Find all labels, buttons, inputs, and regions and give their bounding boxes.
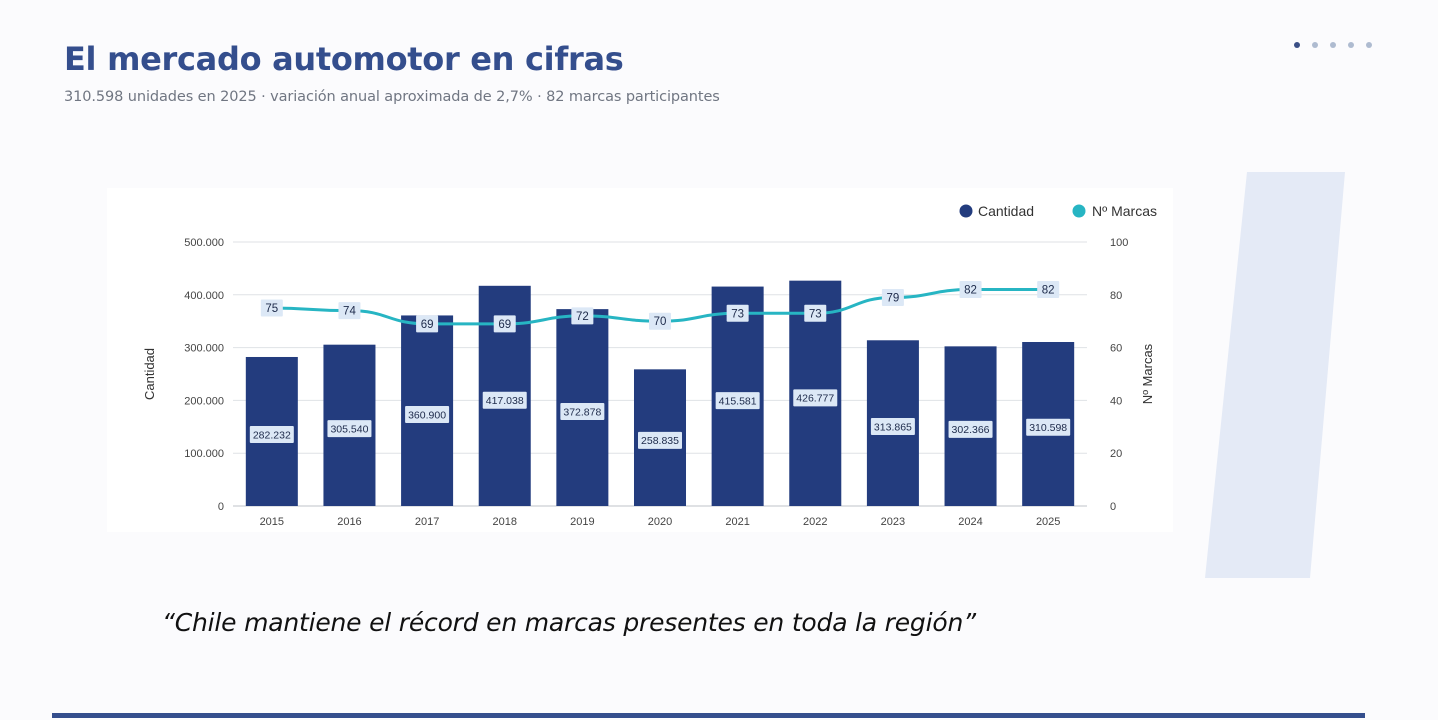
line-value-label-bg: [571, 307, 594, 325]
line-value-label: 75: [265, 303, 278, 315]
y2-tick-label: 60: [1110, 343, 1122, 355]
legend-label-cantidad: Cantidad: [978, 203, 1034, 219]
y2-tick-label: 40: [1110, 395, 1122, 407]
line-value-label-bg: [726, 304, 749, 322]
y-tick-label: 200.000: [184, 395, 224, 407]
bar-value-label: 417.038: [486, 395, 524, 407]
slide-subtitle: 310.598 unidades en 2025 · variación anu…: [64, 89, 720, 105]
line-value-label: 73: [731, 308, 744, 320]
x-tick-label: 2023: [881, 516, 905, 528]
x-tick-label: 2020: [648, 516, 672, 528]
line-value-label: 79: [887, 292, 900, 304]
y-axis-title: Cantidad: [142, 348, 157, 400]
pager-dot[interactable]: [1312, 42, 1318, 48]
chart-card: 0 100.000 200.000 300.000 400.000 500.000 0 20 4…: [107, 188, 1173, 532]
bar-value-label-bg: [638, 431, 682, 449]
bar-value-label: 415.581: [719, 395, 757, 407]
y-tick-label: 400.000: [184, 290, 224, 302]
bar-value-label-bg: [793, 389, 838, 407]
line-value-label-bg: [804, 304, 827, 322]
line-value-label-bg: [260, 299, 283, 317]
x-tick-label: 2018: [492, 516, 516, 528]
bar-value-label-bg: [249, 425, 294, 443]
y2-tick-label: 20: [1110, 448, 1122, 460]
x-tick-label: 2016: [337, 516, 361, 528]
line-value-label: 69: [498, 319, 511, 331]
line-value-label-bg: [959, 281, 982, 299]
bar-value-label: 305.540: [330, 423, 368, 435]
bar-value-label: 426.777: [796, 393, 834, 405]
combo-chart: 0 100.000 200.000 300.000 400.000 500.000 0 20 4…: [142, 203, 1157, 528]
line-value-label-bg: [881, 288, 904, 306]
line-value-label-bg: [1037, 281, 1060, 299]
line-value-label: 72: [576, 311, 589, 323]
pager-dot[interactable]: [1330, 42, 1336, 48]
bar-value-label: 282.232: [253, 429, 291, 441]
quote-text: “Chile mantiene el récord en marcas pres…: [162, 608, 976, 637]
y2-tick-label: 0: [1110, 501, 1116, 513]
bar-value-label: 313.865: [874, 421, 912, 433]
x-tick-label: 2025: [1036, 516, 1060, 528]
x-tick-label: 2019: [570, 516, 594, 528]
line-value-label: 69: [421, 319, 434, 331]
line-value-label: 82: [964, 285, 977, 297]
bar-value-label: 360.900: [408, 409, 446, 421]
y-tick-label: 500.000: [184, 237, 224, 249]
x-tick-label: 2017: [415, 516, 439, 528]
bottom-accent-line: [52, 713, 1365, 718]
bar-value-label-bg: [560, 402, 605, 420]
bar-value-label-bg: [1026, 418, 1071, 436]
pager-dot[interactable]: [1366, 42, 1372, 48]
line-value-label: 82: [1042, 285, 1055, 297]
legend-marker-cantidad: [959, 204, 973, 218]
y2-tick-label: 100: [1110, 237, 1128, 249]
bar-value-label: 258.835: [641, 435, 679, 447]
y-tick-label: 0: [218, 501, 224, 513]
bar-value-label-bg: [405, 406, 450, 424]
line-value-label: 73: [809, 308, 822, 320]
line-value-label: 74: [343, 306, 356, 318]
y-tick-label: 100.000: [184, 448, 224, 460]
bar-value-label-bg: [870, 417, 915, 435]
y2-axis-title: Nº Marcas: [1140, 343, 1155, 404]
line-value-label-bg: [649, 312, 671, 330]
bar-value-label-bg: [327, 420, 372, 438]
pager-dot[interactable]: [1348, 42, 1354, 48]
decorative-slash-shape: [1205, 172, 1345, 578]
line-value-label-bg: [416, 315, 439, 333]
legend-marker-marcas: [1072, 204, 1086, 218]
bar-value-label-bg: [948, 420, 993, 438]
pager-dot[interactable]: [1294, 42, 1300, 48]
legend-label-marcas: Nº Marcas: [1092, 203, 1157, 219]
line-value-label-bg: [338, 302, 361, 320]
bar-value-label: 302.366: [952, 424, 990, 436]
y2-tick-label: 80: [1110, 290, 1122, 302]
slide-title: El mercado automotor en cifras: [64, 40, 624, 78]
x-tick-label: 2021: [725, 516, 749, 528]
line-value-label: 70: [654, 316, 667, 328]
x-tick-label: 2015: [260, 516, 284, 528]
line-value-label-bg: [493, 315, 516, 333]
bar-value-label: 310.598: [1029, 422, 1067, 434]
x-tick-label: 2024: [958, 516, 982, 528]
bar-value-label-bg: [715, 392, 760, 410]
x-tick-label: 2022: [803, 516, 827, 528]
bar-value-label-bg: [482, 391, 527, 409]
y-tick-label: 300.000: [184, 343, 224, 355]
slide-pager[interactable]: [1294, 42, 1372, 48]
bar-value-label: 372.878: [563, 406, 601, 418]
